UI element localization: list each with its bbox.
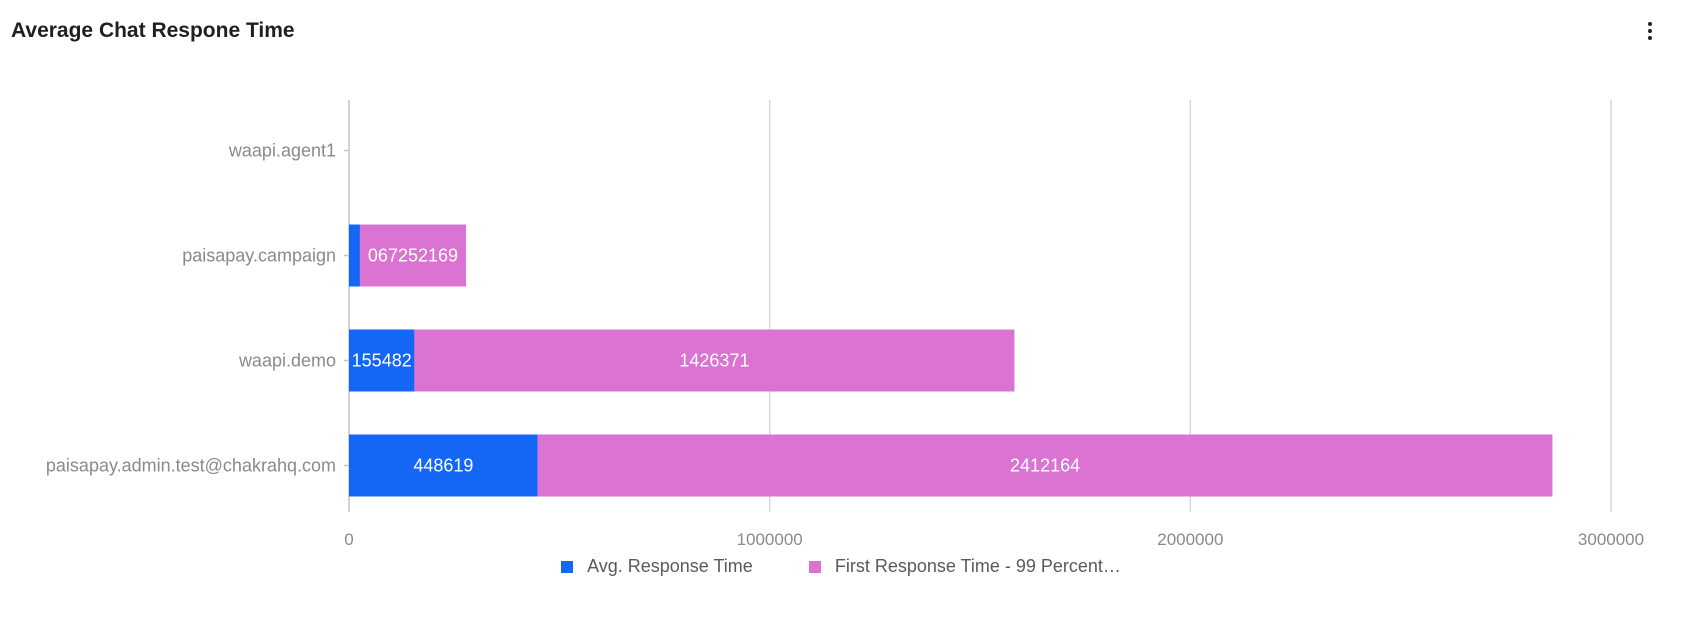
bar-data-label: 448619 — [413, 456, 473, 476]
legend-label: First Response Time - 99 Percent… — [834, 556, 1121, 576]
bar-data-label: 2412164 — [1010, 456, 1080, 476]
chart-title: Average Chat Respone Time — [11, 19, 295, 42]
more-vertical-icon[interactable] — [1638, 14, 1662, 48]
legend-swatch — [561, 560, 574, 573]
bar-segment[interactable] — [359, 224, 467, 287]
legend-label: Avg. Response Time — [587, 556, 753, 576]
x-tick-label: 3000000 — [1578, 530, 1644, 549]
legend-item-first-response[interactable]: First Response Time - 99 Percent… — [808, 556, 1121, 577]
bar-data-label: 067252169 — [368, 246, 458, 266]
bar-segment[interactable] — [414, 329, 1015, 392]
legend-item-avg-response[interactable]: Avg. Response Time — [561, 556, 753, 577]
chart-header: Average Chat Respone Time — [11, 14, 1682, 48]
y-category-label: paisapay.admin.test@chakrahq.com — [46, 456, 336, 476]
bar-segment[interactable] — [537, 434, 1553, 497]
bar-segment[interactable] — [349, 434, 538, 497]
x-tick-label: 1000000 — [737, 530, 803, 549]
bar-segment[interactable] — [349, 329, 415, 392]
y-category-label: paisapay.campaign — [182, 246, 336, 266]
chart-legend: Avg. Response Time First Response Time -… — [0, 556, 1682, 577]
bar-data-label: 155482 — [352, 351, 412, 371]
y-category-label: waapi.demo — [238, 351, 336, 371]
legend-swatch — [808, 560, 821, 573]
bar-data-label: 1426371 — [679, 351, 749, 371]
x-tick-label: 0 — [344, 530, 353, 549]
bar-segment[interactable] — [349, 224, 360, 287]
y-category-label: waapi.agent1 — [228, 141, 336, 161]
x-tick-label: 2000000 — [1157, 530, 1223, 549]
